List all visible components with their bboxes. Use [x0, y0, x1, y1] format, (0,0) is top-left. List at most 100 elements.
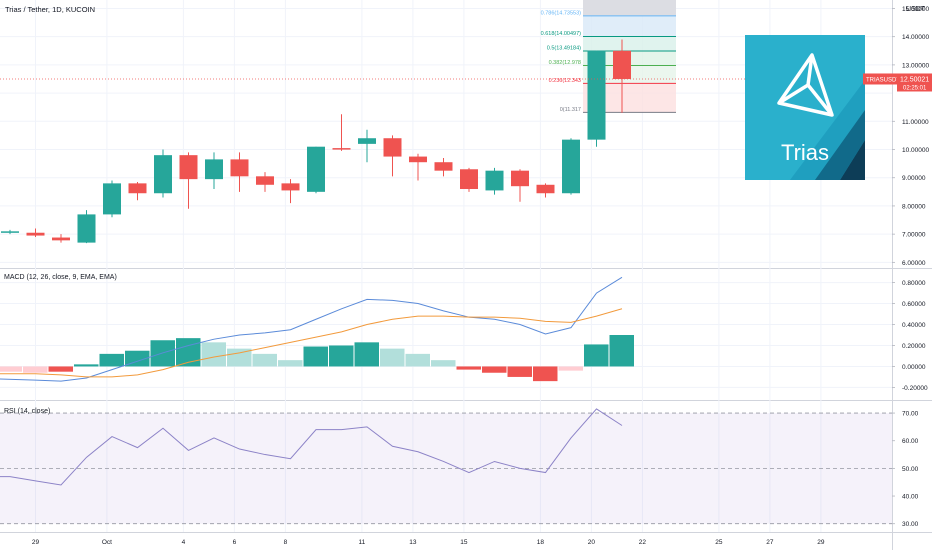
axis-tick-label: 6.00000 [902, 260, 926, 267]
candle-body [511, 170, 529, 187]
macd-histogram-bar [380, 348, 405, 367]
candle[interactable] [52, 234, 70, 243]
candle[interactable] [307, 146, 325, 194]
candle-body [103, 183, 121, 215]
candle[interactable] [536, 183, 555, 198]
macd-histogram-bar [354, 342, 379, 367]
axis-tick-label: 30.00 [902, 521, 919, 528]
fib-level-label: 0.786(14.73553) [541, 10, 582, 16]
candle-body [26, 232, 45, 236]
symbol-title: Trias / Tether, 1D, KUCOIN [5, 5, 95, 14]
candle-body [332, 148, 351, 150]
candle[interactable] [587, 50, 606, 147]
macd-histogram-bar [507, 366, 532, 377]
macd-histogram-bar [48, 366, 73, 372]
axis-tick-label: 7.00000 [902, 232, 926, 239]
candle[interactable] [205, 152, 223, 190]
axis-tick-label: 40.00 [902, 494, 919, 501]
macd-indicator[interactable] [0, 276, 634, 382]
macd-histogram-bar [558, 366, 583, 371]
time-axis-label: 29 [817, 539, 825, 546]
candle[interactable] [281, 179, 300, 204]
macd-histogram-bar [405, 353, 430, 367]
candlestick-series[interactable] [1, 39, 631, 244]
axis-tick-label: 14.00000 [902, 34, 929, 41]
candle[interactable] [26, 228, 45, 237]
macd-histogram-bar [125, 350, 150, 367]
fib-level-label: 0.5(13.49184) [547, 46, 581, 52]
time-axis-label: 15 [460, 539, 468, 546]
candle-body [281, 183, 300, 191]
candle-body [205, 159, 223, 180]
macd-histogram-bar [74, 364, 99, 367]
time-axis-label: 13 [409, 539, 417, 546]
time-axis-label: 25 [715, 539, 723, 546]
candle[interactable] [230, 152, 249, 192]
candle-body [230, 159, 249, 177]
rsi-band-layer [0, 412, 892, 525]
candle-body [587, 50, 606, 140]
axis-tick-label: 70.00 [902, 411, 919, 418]
candle[interactable] [332, 114, 351, 151]
axis-tick-label: 60.00 [902, 438, 919, 445]
triangle-logo-icon [777, 53, 834, 117]
macd-histogram-bar [252, 353, 277, 367]
macd-title: MACD (12, 26, close, 9, EMA, EMA) [4, 274, 117, 281]
candle[interactable] [128, 181, 147, 201]
axis-tick-label: 0.00000 [902, 364, 926, 371]
candle[interactable] [409, 153, 427, 181]
candle-body [77, 214, 96, 243]
time-axis-label: 11 [359, 539, 366, 546]
rsi-indicator[interactable] [0, 408, 623, 486]
fib-zone [583, 0, 676, 16]
candle[interactable] [383, 135, 402, 177]
macd-histogram-bar [0, 366, 22, 372]
time-axis-label: 22 [639, 539, 647, 546]
axis-tick-label: 13.00000 [902, 62, 929, 69]
candle-body [154, 155, 172, 194]
candle[interactable] [358, 129, 376, 163]
macd-histogram-bar [609, 335, 634, 367]
candle[interactable] [613, 39, 631, 113]
candle[interactable] [460, 167, 478, 192]
time-axis-label: 18 [537, 539, 545, 546]
candle-body [536, 184, 555, 194]
candle[interactable] [1, 229, 19, 235]
signal-line [0, 308, 623, 378]
candle-body [613, 50, 631, 79]
axis-tick-label: 10.00000 [902, 147, 929, 154]
time-axis-label: 29 [32, 539, 40, 546]
rsi-line [0, 408, 623, 486]
candle[interactable] [103, 180, 121, 218]
candle-body [409, 156, 427, 163]
tag-countdown: 02:25:01 [903, 85, 927, 91]
candle[interactable] [485, 167, 504, 195]
candle[interactable] [179, 152, 198, 209]
tag-symbol: TRIASUSDT [866, 77, 900, 83]
candle[interactable] [511, 169, 529, 202]
time-axis-label: 27 [766, 539, 774, 546]
candle[interactable] [77, 210, 96, 244]
fib-level-label: 0(11.317 [560, 107, 581, 113]
macd-histogram-bar [533, 366, 558, 382]
macd-histogram-bar [176, 338, 201, 367]
time-axis[interactable]: 29 Oct 4 6 8 11 13 15 18 20 22 25 27 29 [32, 539, 825, 546]
axis-tick-label: 9.00000 [902, 175, 926, 182]
time-axis-label: 8 [284, 539, 288, 546]
candle-body [562, 139, 580, 194]
price-axis[interactable]: 15.00000 14.00000 13.00000 11.00000 10.00000… [892, 6, 929, 528]
candle-body [179, 155, 198, 180]
price-unit-label: USDT [906, 6, 926, 13]
tag-price: 12.50021 [900, 76, 929, 83]
fib-zone [583, 15, 676, 37]
macd-histogram-bar [227, 348, 252, 367]
candle-body [485, 170, 504, 191]
candle[interactable] [434, 157, 453, 177]
candle[interactable] [154, 149, 172, 198]
candle-body [460, 169, 478, 190]
candle-body [383, 138, 402, 157]
candle[interactable] [562, 138, 580, 195]
candle[interactable] [256, 172, 274, 192]
